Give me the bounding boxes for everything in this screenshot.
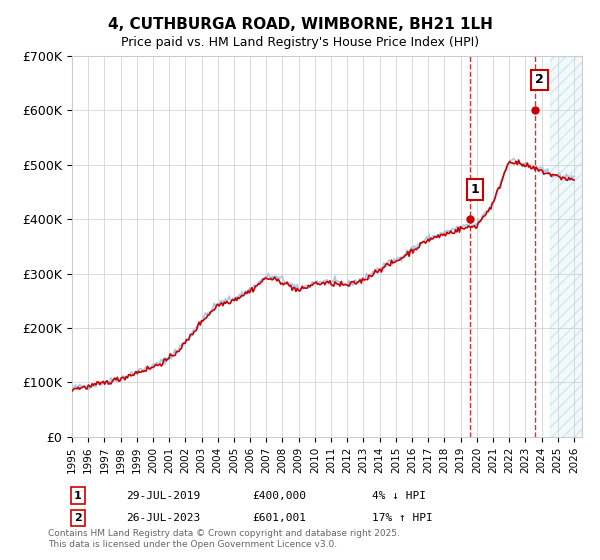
Text: 1: 1 [470, 183, 479, 196]
Text: 4, CUTHBURGA ROAD, WIMBORNE, BH21 1LH: 4, CUTHBURGA ROAD, WIMBORNE, BH21 1LH [107, 17, 493, 32]
Text: 29-JUL-2019: 29-JUL-2019 [126, 491, 200, 501]
Text: Contains HM Land Registry data © Crown copyright and database right 2025.
This d: Contains HM Land Registry data © Crown c… [48, 529, 400, 549]
Text: Price paid vs. HM Land Registry's House Price Index (HPI): Price paid vs. HM Land Registry's House … [121, 36, 479, 49]
Text: 17% ↑ HPI: 17% ↑ HPI [372, 513, 433, 523]
Text: £400,000: £400,000 [252, 491, 306, 501]
Text: £601,001: £601,001 [252, 513, 306, 523]
Text: 2: 2 [74, 513, 82, 523]
Text: 1: 1 [74, 491, 82, 501]
Text: 26-JUL-2023: 26-JUL-2023 [126, 513, 200, 523]
Bar [550, 56, 582, 437]
Bar [550, 56, 582, 437]
Text: 4% ↓ HPI: 4% ↓ HPI [372, 491, 426, 501]
Text: 2: 2 [535, 73, 544, 86]
